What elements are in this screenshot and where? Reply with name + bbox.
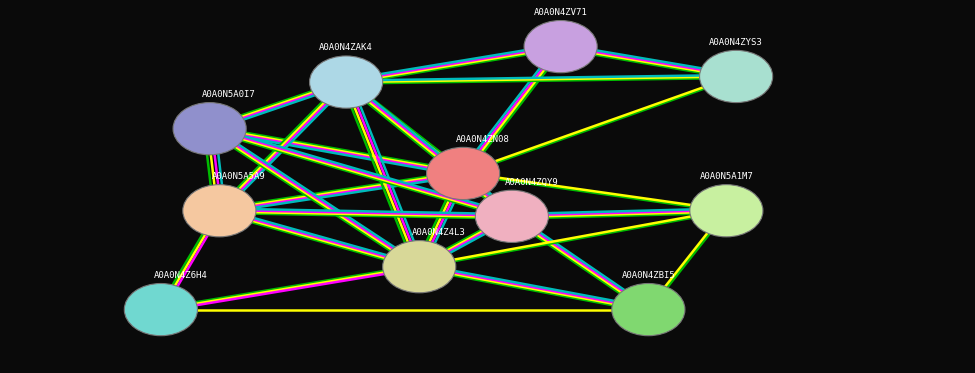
- Text: A0A0N4ZQY9: A0A0N4ZQY9: [504, 178, 559, 186]
- Ellipse shape: [700, 50, 772, 103]
- Text: A0A0N4ZN08: A0A0N4ZN08: [455, 135, 510, 144]
- Text: A0A0N5A5A9: A0A0N5A5A9: [212, 172, 266, 181]
- Ellipse shape: [690, 185, 762, 237]
- Ellipse shape: [476, 190, 548, 242]
- Ellipse shape: [125, 283, 197, 336]
- Ellipse shape: [174, 103, 246, 155]
- Text: A0A0N4ZYS3: A0A0N4ZYS3: [709, 38, 763, 47]
- Text: A0A0N4ZAK4: A0A0N4ZAK4: [319, 43, 373, 52]
- Text: A0A0N5A0I7: A0A0N5A0I7: [202, 90, 256, 99]
- Text: A0A0N4ZV71: A0A0N4ZV71: [533, 8, 588, 17]
- Ellipse shape: [612, 283, 684, 336]
- Ellipse shape: [310, 56, 382, 108]
- Ellipse shape: [382, 241, 456, 293]
- Text: A0A0N5A1M7: A0A0N5A1M7: [699, 172, 754, 181]
- Ellipse shape: [525, 21, 597, 73]
- Ellipse shape: [183, 185, 255, 237]
- Text: A0A0N4ZBI5: A0A0N4ZBI5: [621, 271, 676, 280]
- Text: A0A0N4Z6H4: A0A0N4Z6H4: [153, 271, 208, 280]
- Ellipse shape: [427, 147, 499, 200]
- Text: A0A0N4Z4L3: A0A0N4Z4L3: [411, 228, 466, 237]
